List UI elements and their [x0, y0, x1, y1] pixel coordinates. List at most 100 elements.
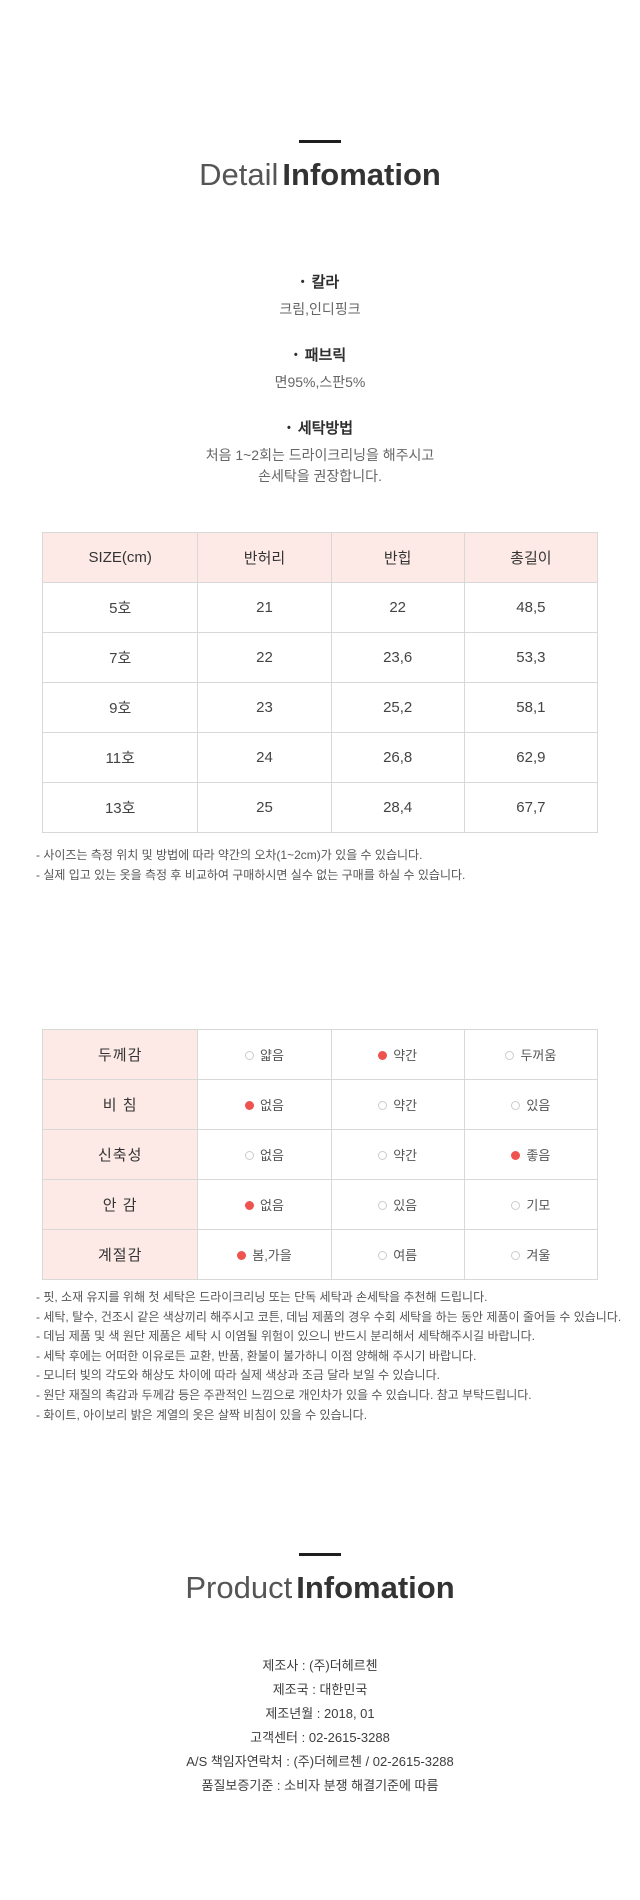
- measurement-cell: 67,7: [463, 782, 599, 834]
- product-info-line: 고객센터 : 02-2615-3288: [0, 1726, 640, 1750]
- detail-title-light: Detail: [199, 157, 279, 192]
- size-cell: 7호: [41, 632, 199, 684]
- radio-selected-icon: [511, 1151, 521, 1161]
- radio-unselected-icon: [245, 1051, 255, 1061]
- radio-unselected-icon: [511, 1251, 521, 1261]
- measurement-cell: 48,5: [463, 582, 599, 634]
- product-info-label: 제조사 :: [262, 1658, 310, 1674]
- product-title-bold: Infomation: [296, 1570, 455, 1606]
- product-info-value: 2018, 01: [324, 1706, 375, 1722]
- attribute-label-cell: 계절감: [41, 1229, 199, 1281]
- title-dash: [299, 1553, 341, 1557]
- bullet-icon: •: [286, 422, 291, 435]
- option-label: 기모: [526, 1198, 551, 1214]
- size-table-header-cell: SIZE(cm): [41, 532, 199, 584]
- attribute-label-cell: 안 감: [41, 1179, 199, 1231]
- attribute-option-cell: 없음: [197, 1079, 332, 1131]
- option-label: 두꺼움: [520, 1048, 557, 1064]
- note-line: - 데님 제품 및 색 원단 제품은 세탁 시 이염될 위험이 있으니 반드시 …: [36, 1329, 535, 1344]
- option-label: 없음: [260, 1098, 284, 1114]
- radio-unselected-icon: [378, 1251, 388, 1261]
- attribute-label-cell: 비 침: [41, 1079, 199, 1131]
- size-table-row: 9호 23 25,2 58,1: [41, 682, 599, 734]
- measurement-cell: 25,2: [330, 682, 465, 734]
- attribute-option-cell: 약간: [330, 1079, 465, 1131]
- radio-selected-icon: [378, 1051, 388, 1061]
- product-info-line: 제조사 : (주)더헤르첸: [0, 1654, 640, 1678]
- product-info-value: 소비자 분쟁 해결기준에 따름: [284, 1778, 439, 1794]
- option-label: 약간: [393, 1148, 418, 1164]
- size-notes: - 사이즈는 측정 위치 및 방법에 따라 약간의 오차(1~2cm)가 있을 …: [36, 846, 620, 885]
- attribute-label-cell: 신축성: [41, 1129, 199, 1181]
- option-label: 얇음: [260, 1048, 284, 1064]
- note-line: - 세탁, 탈수, 건조시 같은 색상끼리 해주시고 코튼, 데님 제품의 경우…: [36, 1309, 622, 1324]
- attribute-row: 계절감 봄,가을 여름 겨울: [41, 1229, 599, 1281]
- note-line: - 사이즈는 측정 위치 및 방법에 따라 약간의 오차(1~2cm)가 있을 …: [36, 848, 423, 863]
- attribute-row: 안 감 없음 있음 기모: [41, 1179, 599, 1231]
- attribute-option-cell: 여름: [330, 1229, 465, 1281]
- size-table-header-row: SIZE(cm) 반허리 반힙 총길이: [41, 532, 599, 584]
- option-label: 약간: [393, 1048, 418, 1064]
- spec-label-text: 패브릭: [304, 347, 347, 365]
- product-info-value: 대한민국: [319, 1682, 368, 1698]
- product-info-value: (주)더헤르첸 / 02-2615-3288: [293, 1754, 454, 1770]
- option-label: 없음: [260, 1198, 284, 1214]
- product-info-line: A/S 책임자연락처 : (주)더헤르첸 / 02-2615-3288: [0, 1750, 640, 1774]
- product-info-label: 고객센터 :: [250, 1730, 309, 1746]
- measurement-cell: 22: [197, 632, 332, 684]
- product-info-line: 제조년월 : 2018, 01: [0, 1702, 640, 1726]
- option-label: 없음: [260, 1148, 284, 1164]
- attribute-row: 신축성 없음 약간 좋음: [41, 1129, 599, 1181]
- option-label: 있음: [526, 1098, 551, 1114]
- radio-unselected-icon: [378, 1101, 388, 1111]
- radio-unselected-icon: [511, 1201, 521, 1211]
- detail-title-bold: Infomation: [282, 157, 441, 192]
- product-info: 제조사 : (주)더헤르첸 제조국 : 대한민국 제조년월 : 2018, 01 고객…: [0, 1654, 640, 1798]
- size-table-header-cell: 총길이: [463, 532, 599, 584]
- attribute-option-cell: 겨울: [463, 1229, 599, 1281]
- size-table: SIZE(cm) 반허리 반힙 총길이 5호 21 22 48,5 7호 22 23,6 53,3 9호…: [41, 532, 599, 834]
- measurement-cell: 23,6: [330, 632, 465, 684]
- size-cell: 11호: [41, 732, 199, 784]
- spec-value-line: 면95%,스판5%: [274, 374, 366, 391]
- attribute-option-cell: 약간: [330, 1029, 465, 1081]
- measurement-cell: 22: [330, 582, 465, 634]
- spec-item: • 세탁방법 처음 1~2회는 드라이크리닝을 해주시고 손세탁을 권장합니다.: [0, 417, 640, 487]
- product-section-title: Product Infomation: [0, 1569, 640, 1606]
- radio-unselected-icon: [505, 1051, 515, 1061]
- measurement-cell: 62,9: [463, 732, 599, 784]
- bullet-icon: •: [293, 349, 298, 362]
- size-table-row: 13호 25 28,4 67,7: [41, 782, 599, 834]
- spec-label-text: 칼라: [311, 274, 340, 292]
- option-label: 좋음: [526, 1148, 551, 1164]
- size-table-header-cell: 반허리: [197, 532, 332, 584]
- size-table-header-cell: 반힙: [330, 532, 465, 584]
- radio-unselected-icon: [378, 1151, 388, 1161]
- bullet-icon: •: [300, 276, 305, 289]
- attribute-option-cell: 약간: [330, 1129, 465, 1181]
- title-dash: [299, 140, 341, 143]
- product-info-line: 품질보증기준 : 소비자 분쟁 해결기준에 따름: [0, 1774, 640, 1798]
- size-table-row: 11호 24 26,8 62,9: [41, 732, 599, 784]
- product-info-value: 02-2615-3288: [308, 1730, 390, 1746]
- size-cell: 13호: [41, 782, 199, 834]
- attribute-label-cell: 두께감: [41, 1029, 199, 1081]
- product-info-label: 품질보증기준 :: [201, 1778, 285, 1794]
- option-label: 겨울: [526, 1248, 551, 1264]
- measurement-cell: 26,8: [330, 732, 465, 784]
- attribute-option-cell: 좋음: [463, 1129, 599, 1181]
- product-info-line: 제조국 : 대한민국: [0, 1678, 640, 1702]
- note-line: - 화이트, 아이보리 밝은 계열의 옷은 살짝 비침이 있을 수 있습니다.: [36, 1407, 368, 1422]
- measurement-cell: 25: [197, 782, 332, 834]
- spec-label-text: 세탁방법: [297, 420, 354, 438]
- note-line: - 세탁 후에는 어떠한 이유로든 교환, 반품, 환불이 불가하니 이점 양해…: [36, 1348, 477, 1363]
- spec-label: • 패브릭: [0, 344, 640, 365]
- size-table-row: 7호 22 23,6 53,3: [41, 632, 599, 684]
- spec-item: • 칼라 크림,인디핑크: [0, 271, 640, 320]
- product-info-label: 제조년월 :: [265, 1706, 325, 1722]
- attribute-row: 두께감 얇음 약간 두꺼움: [41, 1029, 599, 1081]
- size-cell: 9호: [41, 682, 199, 734]
- note-line: - 모니터 빛의 각도와 해상도 차이에 따라 실제 색상과 조금 달라 보일 …: [36, 1368, 440, 1383]
